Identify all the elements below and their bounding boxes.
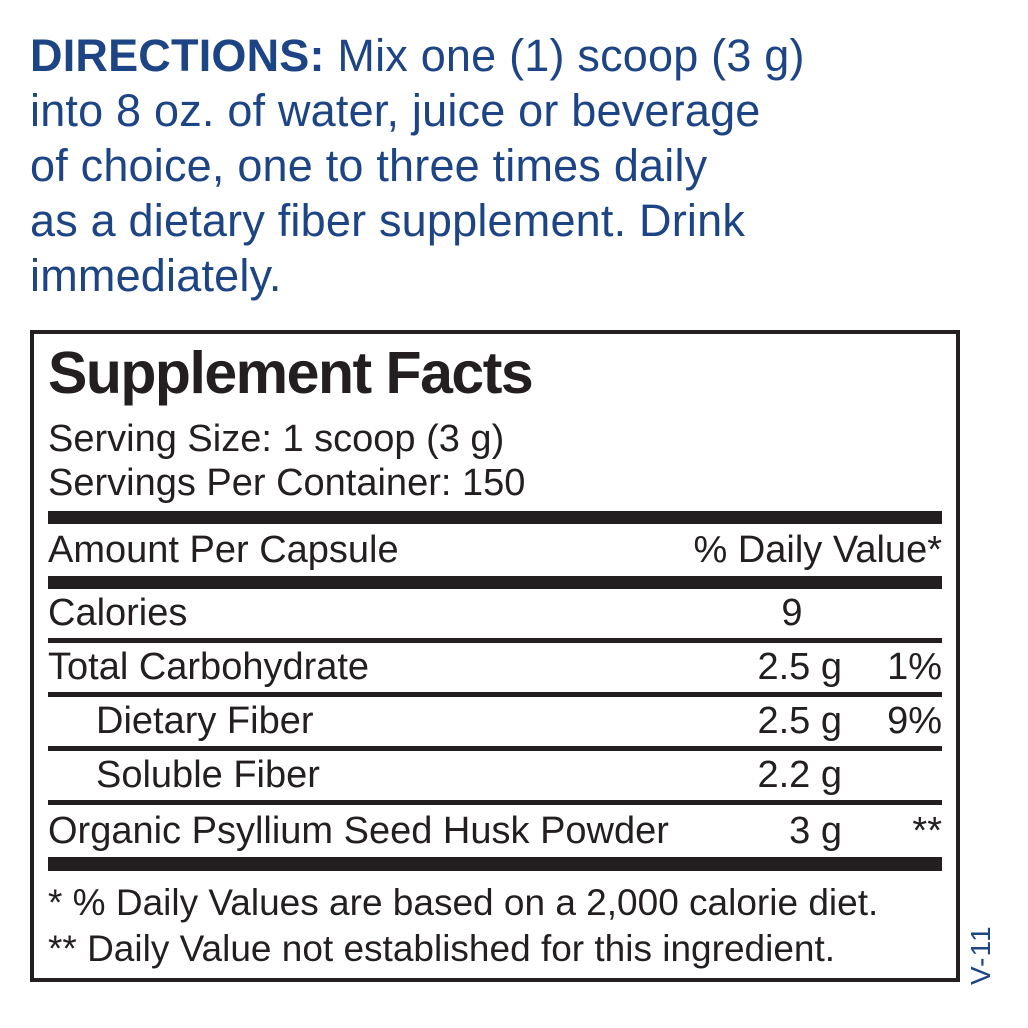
- nutrient-name: Total Carbohydrate: [48, 646, 370, 688]
- nutrient-amount: 9: [781, 592, 803, 634]
- servings-per-container: Servings Per Container: 150: [48, 462, 526, 504]
- not-established-footnote: ** Daily Value not established for this …: [48, 928, 836, 969]
- version-code: V-11: [965, 925, 996, 985]
- nutrient-amount: 2.5 g: [757, 646, 842, 688]
- table-row-psyllium-seed-husk: Organic Psyllium Seed Husk Powder 3 g **: [48, 805, 942, 857]
- panel-title: Supplement Facts: [48, 340, 534, 406]
- thick-divider-bar: [48, 511, 942, 524]
- nutrient-name: Soluble Fiber: [96, 754, 320, 796]
- directions-line: immediately.: [30, 250, 282, 301]
- directions-line: DIRECTIONS: Mix one (1) scoop (3 g): [30, 28, 990, 83]
- nutrient-amount: 3 g: [789, 809, 842, 852]
- daily-value-footnote: * % Daily Values are based on a 2,000 ca…: [48, 882, 879, 923]
- supplement-facts-panel: Supplement Facts Serving Size: 1 scoop (…: [30, 330, 960, 982]
- thick-divider-bar: [48, 857, 942, 871]
- directions-line: into 8 oz. of water, juice or beverage: [30, 85, 761, 136]
- table-row-soluble-fiber: Soluble Fiber 2.2 g: [48, 751, 942, 805]
- serving-size: Serving Size: 1 scoop (3 g): [48, 418, 505, 460]
- table-row-total-carbohydrate: Total Carbohydrate 2.5 g 1%: [48, 643, 942, 697]
- nutrient-daily-value: 1%: [887, 646, 942, 688]
- directions-heading: DIRECTIONS:: [30, 30, 325, 81]
- thick-divider-bar: [48, 576, 942, 589]
- table-header-row: Amount Per Capsule % Daily Value*: [48, 524, 942, 576]
- table-row-calories: Calories 9: [48, 589, 942, 643]
- directions-line: as a dietary fiber supplement. Drink: [30, 195, 746, 246]
- nutrient-amount: 2.5 g: [757, 700, 842, 742]
- directions-line: of choice, one to three times daily: [30, 140, 708, 191]
- daily-value-label: % Daily Value*: [693, 528, 942, 571]
- directions-line-rest: Mix one (1) scoop (3 g): [324, 30, 805, 81]
- amount-per-capsule-label: Amount Per Capsule: [48, 528, 399, 571]
- nutrient-daily-value: **: [912, 809, 942, 852]
- table-row-dietary-fiber: Dietary Fiber 2.5 g 9%: [48, 697, 942, 751]
- nutrient-name: Dietary Fiber: [96, 700, 314, 742]
- nutrient-name: Organic Psyllium Seed Husk Powder: [48, 809, 669, 852]
- directions-text: DIRECTIONS: Mix one (1) scoop (3 g) into…: [30, 28, 990, 303]
- nutrient-name: Calories: [48, 592, 188, 634]
- nutrient-amount: 2.2 g: [757, 754, 842, 796]
- nutrient-daily-value: 9%: [887, 700, 942, 742]
